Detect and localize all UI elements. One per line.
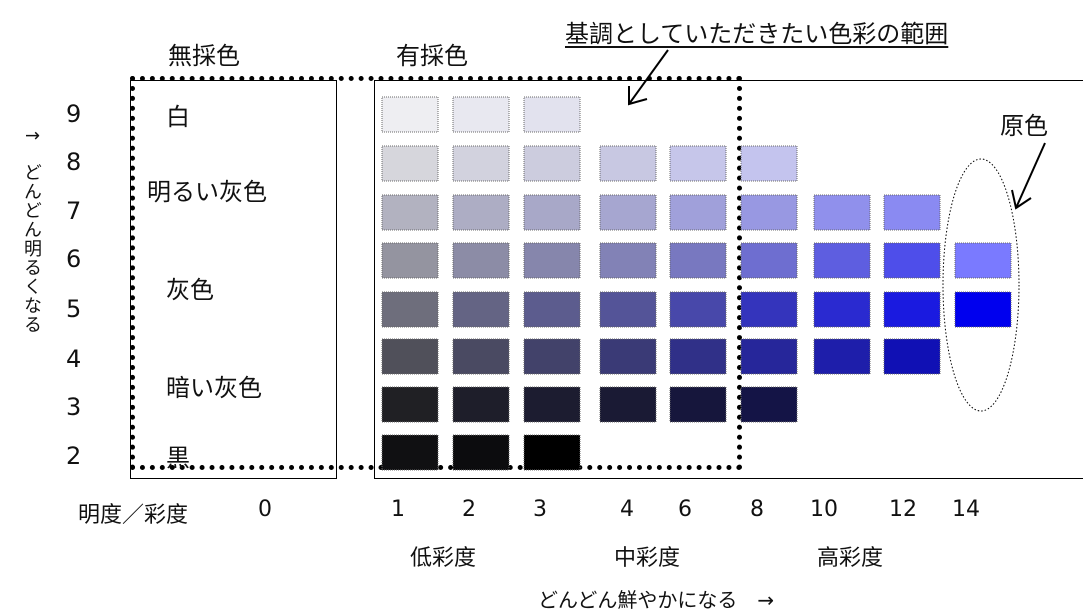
swatch-v4-c4 (599, 338, 657, 375)
chroma-value: 14 (952, 497, 980, 522)
swatch-v2-c1 (381, 434, 439, 471)
base-range-title: 基調としていただきたい色彩の範囲 (565, 20, 949, 48)
swatch-v5-c10 (813, 291, 871, 328)
swatch-v8-c1 (381, 145, 439, 182)
swatch-v9-c1 (381, 96, 439, 133)
swatch-v6-c10 (813, 242, 871, 279)
lightness-value: 7 (66, 197, 82, 225)
swatch-v5-c6 (669, 291, 727, 328)
swatch-v9-c2 (452, 96, 510, 133)
swatch-v7-c3 (523, 194, 581, 231)
chroma-axis-label: どんどん鮮やかになる → (538, 588, 775, 612)
primary-color-ellipse (942, 158, 1020, 412)
lightness-value: 8 (66, 148, 82, 176)
mid-chroma-label: 中彩度 (614, 546, 681, 571)
chroma-value: 0 (258, 497, 272, 522)
chroma-value: 1 (391, 497, 405, 522)
lightness-axis-label: ↑ どんどん明るくなる (21, 128, 42, 335)
black-label: 黒 (166, 444, 190, 472)
swatch-v6-c1 (381, 242, 439, 279)
swatch-v6-c6 (669, 242, 727, 279)
swatch-v6-c3 (523, 242, 581, 279)
swatch-v7-c8 (740, 194, 798, 231)
swatch-v4-c12 (883, 338, 941, 375)
swatch-v8-c6 (669, 145, 727, 182)
swatch-v5-c2 (452, 291, 510, 328)
chroma-value: 10 (810, 497, 838, 522)
chroma-value: 12 (889, 497, 917, 522)
swatch-v3-c3 (523, 386, 581, 423)
swatch-v6-c12 (883, 242, 941, 279)
swatch-v5-c8 (740, 291, 798, 328)
swatch-v5-c3 (523, 291, 581, 328)
gray-label: 灰色 (166, 276, 214, 304)
chroma-value: 4 (620, 497, 634, 522)
chromatic-header: 有採色 (396, 42, 468, 70)
chroma-value: 2 (462, 497, 476, 522)
lightness-value: 6 (66, 245, 82, 273)
white-label: 白 (166, 103, 190, 131)
swatch-v4-c10 (813, 338, 871, 375)
base-range-arrow-icon (628, 49, 669, 106)
primary-arrow-icon (1011, 142, 1046, 210)
swatch-v8-c8 (740, 145, 798, 182)
swatch-v5-c1 (381, 291, 439, 328)
swatch-v5-c14 (954, 291, 1012, 328)
lightness-value: 9 (66, 100, 82, 128)
swatch-v3-c6 (669, 386, 727, 423)
swatch-v9-c3 (523, 96, 581, 133)
high-chroma-label: 高彩度 (817, 546, 884, 571)
swatch-v7-c1 (381, 194, 439, 231)
lightness-value: 5 (66, 295, 82, 323)
dark-gray-label: 暗い灰色 (166, 374, 262, 402)
swatch-v5-c4 (599, 291, 657, 328)
swatch-v6-c14 (954, 242, 1012, 279)
swatch-v8-c2 (452, 145, 510, 182)
swatch-v6-c2 (452, 242, 510, 279)
lightness-value: 2 (66, 442, 82, 470)
swatch-v3-c8 (740, 386, 798, 423)
low-chroma-label: 低彩度 (410, 546, 477, 571)
swatch-v6-c4 (599, 242, 657, 279)
swatch-v8-c3 (523, 145, 581, 182)
swatch-v7-c4 (599, 194, 657, 231)
swatch-v4-c3 (523, 338, 581, 375)
swatch-v2-c2 (452, 434, 510, 471)
swatch-v7-c2 (452, 194, 510, 231)
achromatic-header: 無採色 (168, 42, 240, 70)
swatch-v5-c12 (883, 291, 941, 328)
swatch-v4-c2 (452, 338, 510, 375)
chroma-value: 6 (678, 497, 692, 522)
primary-color-label: 原色 (1000, 112, 1048, 140)
swatch-v4-c6 (669, 338, 727, 375)
lightness-value: 3 (66, 393, 82, 421)
swatch-v7-c10 (813, 194, 871, 231)
swatch-v8-c4 (599, 145, 657, 182)
swatch-v3-c4 (599, 386, 657, 423)
lightness-chroma-corner-label: 明度／彩度 (78, 503, 189, 528)
swatch-v7-c12 (883, 194, 941, 231)
swatch-v2-c3 (523, 434, 581, 471)
swatch-v4-c1 (381, 338, 439, 375)
swatch-v7-c6 (669, 194, 727, 231)
swatch-v4-c8 (740, 338, 798, 375)
lightness-value: 4 (66, 345, 82, 373)
swatch-v6-c8 (740, 242, 798, 279)
chroma-value: 3 (533, 497, 547, 522)
light-gray-label: 明るい灰色 (147, 178, 267, 206)
swatch-v3-c2 (452, 386, 510, 423)
chroma-value: 8 (750, 497, 764, 522)
swatch-v3-c1 (381, 386, 439, 423)
